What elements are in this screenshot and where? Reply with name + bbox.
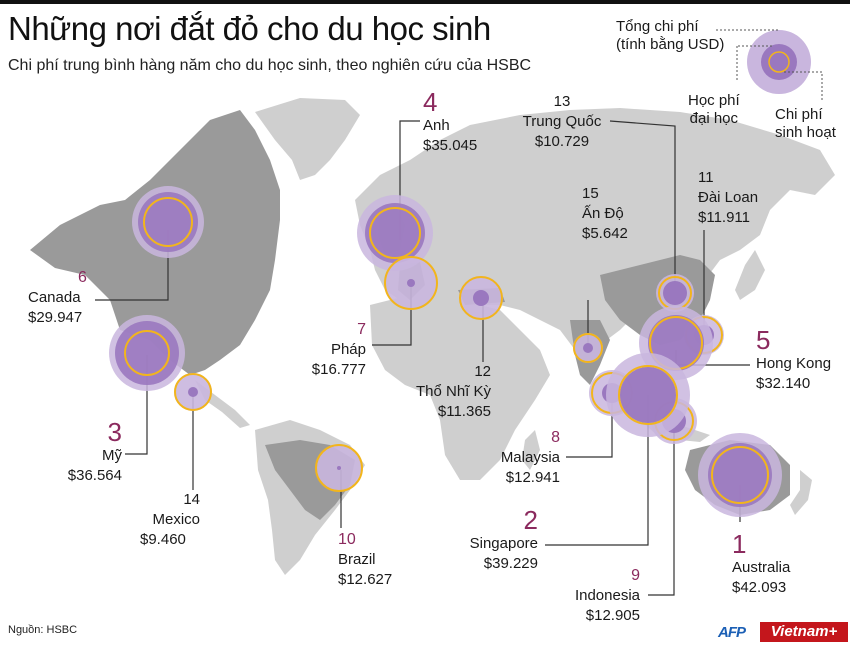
cost-malaysia: $12.941 (505, 469, 560, 486)
cost-turkey: $11.365 (437, 403, 491, 420)
legend-total-unit: (tính bằng USD) (616, 36, 725, 53)
label-france: 7 Pháp $16.777 (300, 320, 366, 380)
cost-canada: $29.947 (28, 309, 83, 326)
label-india: 15 Ấn Độ $5.642 (582, 184, 628, 244)
name-indonesia: Indonesia (574, 587, 640, 604)
rank-turkey: 12 (474, 363, 491, 380)
rank-usa: 3 (107, 417, 122, 447)
legend-living-text-1: Chi phí (775, 106, 823, 123)
name-mexico: Mexico (152, 511, 200, 528)
label-indonesia: 9 Indonesia $12.905 (560, 566, 640, 626)
rank-malaysia: 8 (551, 429, 560, 446)
cost-mexico: $9.460 (140, 531, 186, 548)
rank-hong-kong: 5 (756, 325, 771, 355)
label-usa: 3 Mỹ $36.564 (50, 418, 122, 486)
legend-bubble (716, 29, 823, 100)
rank-france: 7 (357, 321, 366, 338)
name-china: Trung Quốc (522, 113, 602, 130)
name-brazil: Brazil (338, 551, 376, 568)
page-subtitle: Chi phí trung bình hàng năm cho du học s… (8, 57, 532, 74)
name-australia: Australia (732, 559, 791, 576)
cost-brazil: $12.627 (338, 571, 393, 588)
label-brazil: 10 Brazil $12.627 (338, 530, 392, 590)
label-australia: 1 Australia $42.093 (732, 530, 790, 598)
rank-brazil: 10 (338, 531, 356, 548)
label-taiwan: 11 Đài Loan $11.911 (698, 168, 758, 228)
top-bar (0, 0, 850, 4)
legend-living-text-2: sinh hoạt (775, 124, 836, 141)
rank-uk: 4 (423, 87, 438, 117)
label-hong-kong: 5 Hong Kong $32.140 (756, 326, 831, 394)
name-singapore: Singapore (469, 535, 538, 552)
rank-taiwan: 11 (698, 169, 714, 186)
label-malaysia: 8 Malaysia $12.941 (486, 428, 560, 488)
label-uk: 4 Anh $35.045 (423, 88, 477, 156)
rank-india: 15 (582, 185, 599, 202)
legend-total-text: Tổng chi phí (616, 18, 699, 35)
vietnamplus-logo: Vietnam+ (760, 622, 848, 642)
cost-australia: $42.093 (732, 579, 787, 596)
label-canada: 6 Canada $29.947 (28, 268, 87, 328)
cost-france: $16.777 (311, 361, 366, 378)
rank-china: 13 (553, 93, 571, 110)
cost-india: $5.642 (582, 225, 628, 242)
name-turkey: Thổ Nhĩ Kỳ (415, 383, 491, 400)
cost-singapore: $39.229 (483, 555, 538, 572)
page-title: Những nơi đắt đỏ cho du học sinh (8, 10, 491, 47)
cost-usa: $36.564 (67, 467, 122, 484)
label-turkey: 12 Thổ Nhĩ Kỳ $11.365 (405, 362, 491, 422)
bubbles (109, 186, 782, 517)
rank-mexico: 14 (183, 491, 200, 508)
legend-tuition-text-2: đại học (689, 110, 739, 127)
legend-tuition-label: Học phí đại học (688, 92, 740, 128)
name-uk: Anh (423, 117, 450, 134)
name-malaysia: Malaysia (500, 449, 560, 466)
legend-living-label: Chi phí sinh hoạt (775, 106, 836, 142)
cost-uk: $35.045 (423, 137, 478, 154)
name-canada: Canada (28, 289, 81, 306)
source-note: Nguồn: HSBC (8, 624, 78, 636)
label-china: 13 Trung Quốc $10.729 (516, 92, 608, 152)
name-taiwan: Đài Loan (698, 189, 759, 206)
cost-taiwan: $11.911 (698, 209, 750, 226)
rank-indonesia: 9 (631, 567, 640, 584)
cost-indonesia: $12.905 (585, 607, 640, 624)
label-singapore: 2 Singapore $39.229 (462, 506, 538, 574)
rank-australia: 1 (732, 529, 747, 559)
legend-total-label: Tổng chi phí (tính bằng USD) (616, 18, 724, 54)
name-france: Pháp (330, 341, 366, 358)
name-usa: Mỹ (102, 447, 122, 464)
cost-hong-kong: $32.140 (756, 375, 811, 392)
label-mexico: 14 Mexico $9.460 (140, 490, 200, 550)
afp-logo: AFP (718, 624, 746, 641)
rank-singapore: 2 (523, 505, 538, 535)
name-hong-kong: Hong Kong (756, 355, 832, 372)
rank-canada: 6 (78, 269, 87, 286)
name-india: Ấn Độ (582, 205, 624, 222)
cost-china: $10.729 (534, 133, 590, 150)
legend-tuition-text-1: Học phí (688, 92, 740, 109)
